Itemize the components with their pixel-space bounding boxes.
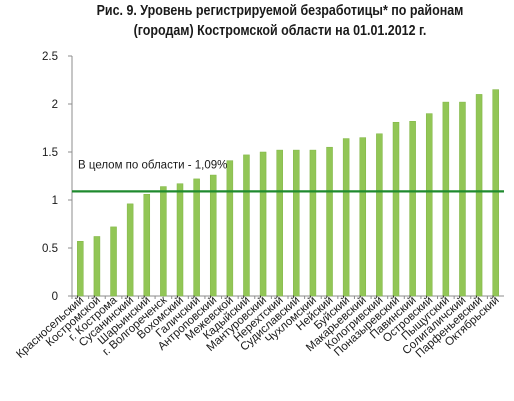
bar bbox=[243, 154, 250, 297]
bar bbox=[293, 149, 300, 297]
reference-line-label: В целом по области - 1,09% bbox=[78, 159, 227, 171]
bar bbox=[160, 186, 167, 297]
bar bbox=[359, 137, 367, 297]
bar bbox=[259, 151, 267, 297]
bar bbox=[193, 178, 200, 297]
chart-title: Рис. 9. Уровень регистрируемой безработи… bbox=[91, 1, 469, 41]
bar bbox=[309, 149, 317, 297]
bar bbox=[326, 146, 333, 297]
bar bbox=[93, 236, 101, 297]
bar bbox=[276, 149, 283, 297]
chart-title-line-1: Рис. 9. Уровень регистрируемой безработи… bbox=[96, 3, 464, 19]
bar bbox=[392, 121, 400, 297]
plot-area: 00.511.522.5КрасносельскийКостромскойг. … bbox=[14, 51, 504, 361]
y-tick-label: 0 bbox=[52, 291, 58, 303]
chart-title-line-2: (городам) Костромской области на 01.01.2… bbox=[133, 23, 427, 39]
bar bbox=[226, 160, 234, 297]
y-tick-label: 0.5 bbox=[42, 243, 58, 255]
y-tick-label: 1 bbox=[52, 195, 58, 207]
bar bbox=[176, 183, 184, 297]
bar bbox=[459, 101, 466, 297]
bar bbox=[409, 121, 416, 297]
bar bbox=[425, 113, 433, 297]
bar bbox=[143, 193, 151, 297]
bar bbox=[376, 133, 383, 297]
bar bbox=[442, 101, 450, 297]
bar bbox=[342, 138, 350, 297]
bar bbox=[126, 203, 134, 297]
y-tick-label: 1.5 bbox=[42, 147, 58, 159]
bar bbox=[209, 174, 217, 297]
y-tick-label: 2.5 bbox=[42, 51, 58, 63]
bar bbox=[77, 241, 84, 297]
bar bbox=[475, 94, 483, 297]
y-tick-label: 2 bbox=[52, 99, 58, 111]
bar bbox=[110, 226, 117, 297]
bar bbox=[492, 89, 499, 297]
